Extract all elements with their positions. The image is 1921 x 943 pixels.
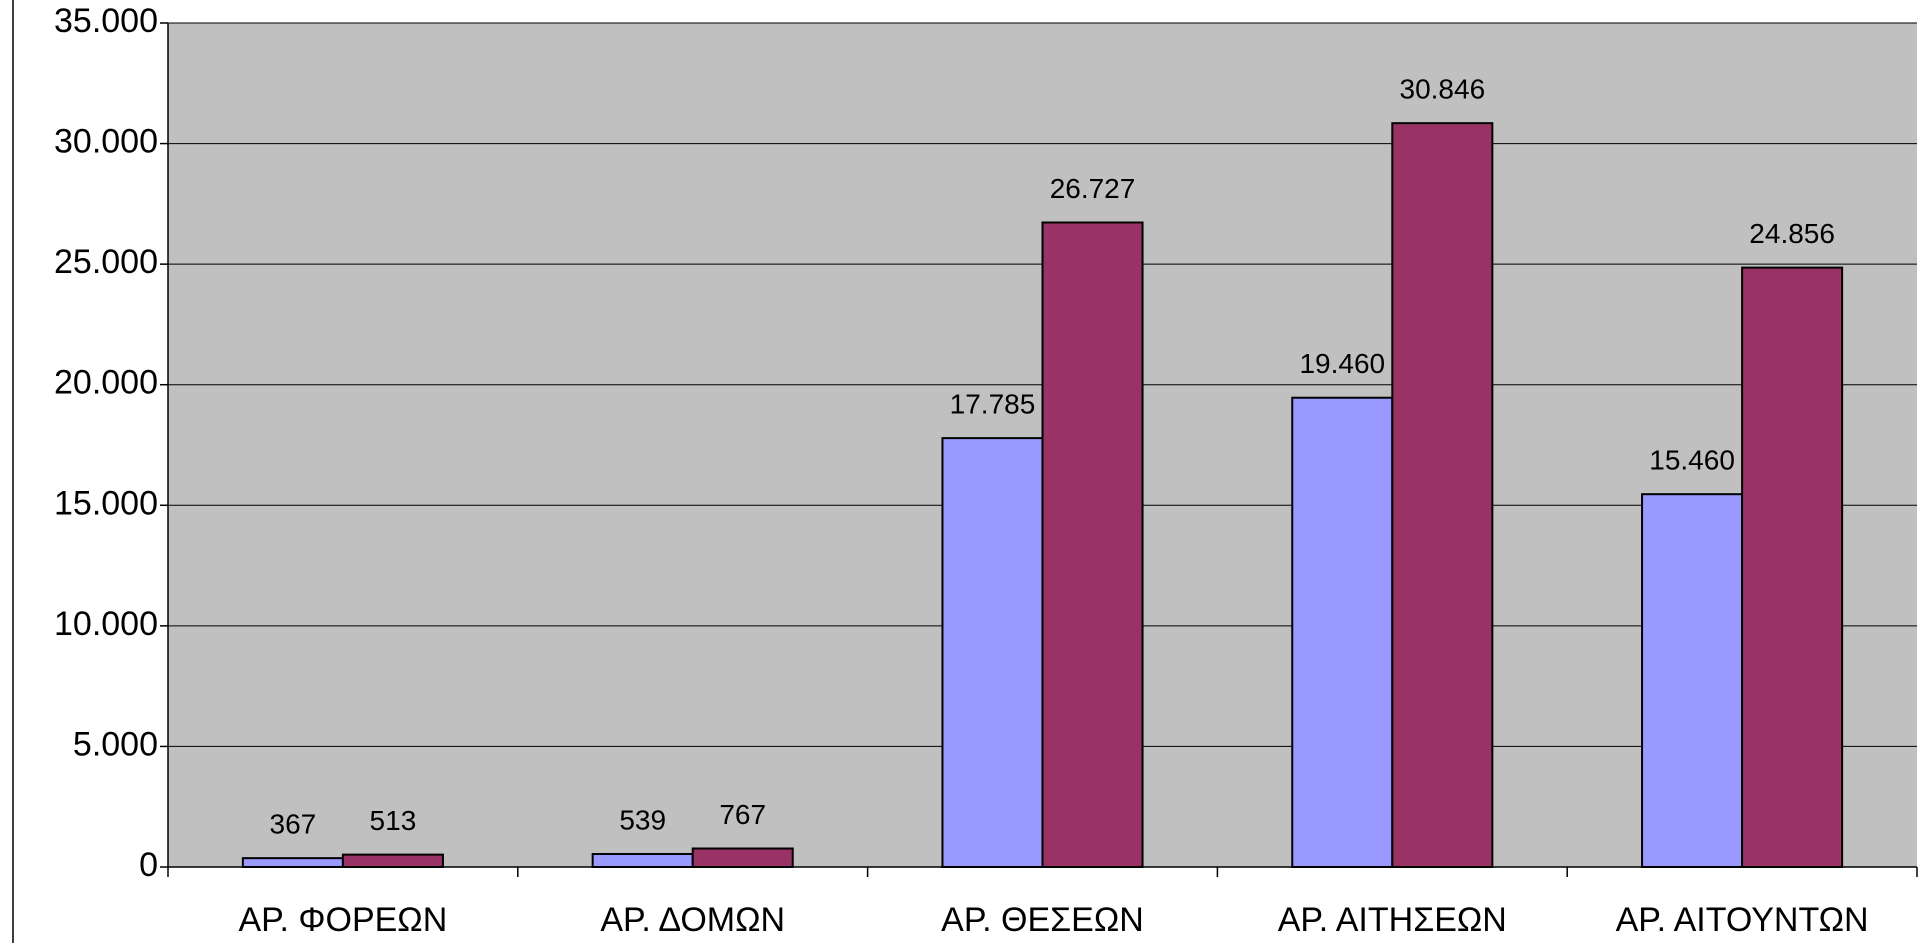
x-tick-label: ΑΡ. ΔΟΜΩΝ [600,901,785,939]
y-tick-label: 20.000 [54,364,158,402]
value-label: 26.727 [1050,173,1136,204]
value-label: 24.856 [1749,218,1835,249]
value-label: 17.785 [950,389,1036,420]
x-tick-label: ΑΡ. ΘΕΣΕΩΝ [941,901,1144,939]
bar [941,437,1044,868]
value-label: 767 [719,799,766,830]
bar [1291,396,1394,868]
value-label: 539 [619,804,666,835]
bar [691,847,794,868]
x-tick-label: ΑΡ. ΦΟΡΕΩΝ [238,901,447,939]
value-label: 30.846 [1400,74,1486,105]
bar [241,857,344,869]
y-tick-label: 25.000 [54,243,158,281]
bar [1041,221,1144,868]
bar [1641,493,1744,868]
value-label: 513 [370,805,417,836]
value-label: 19.460 [1299,348,1385,379]
y-tick-label: 10.000 [54,605,158,643]
y-tick-label: 15.000 [54,484,158,522]
x-tick-label: ΑΡ. ΑΙΤΟΥΝΤΩΝ [1616,901,1869,939]
y-tick-label: 30.000 [54,123,158,161]
y-tick-label: 5.000 [73,725,158,763]
value-label: 15.460 [1649,445,1735,476]
y-tick-label: 0 [139,846,158,884]
x-tick-label: ΑΡ. ΑΙΤΗΣΕΩΝ [1278,901,1507,939]
bar [1391,122,1494,869]
bar [341,853,444,869]
value-label: 367 [270,809,317,840]
bar [1741,266,1844,869]
bar [591,853,694,868]
y-tick-label: 35.000 [54,2,158,40]
